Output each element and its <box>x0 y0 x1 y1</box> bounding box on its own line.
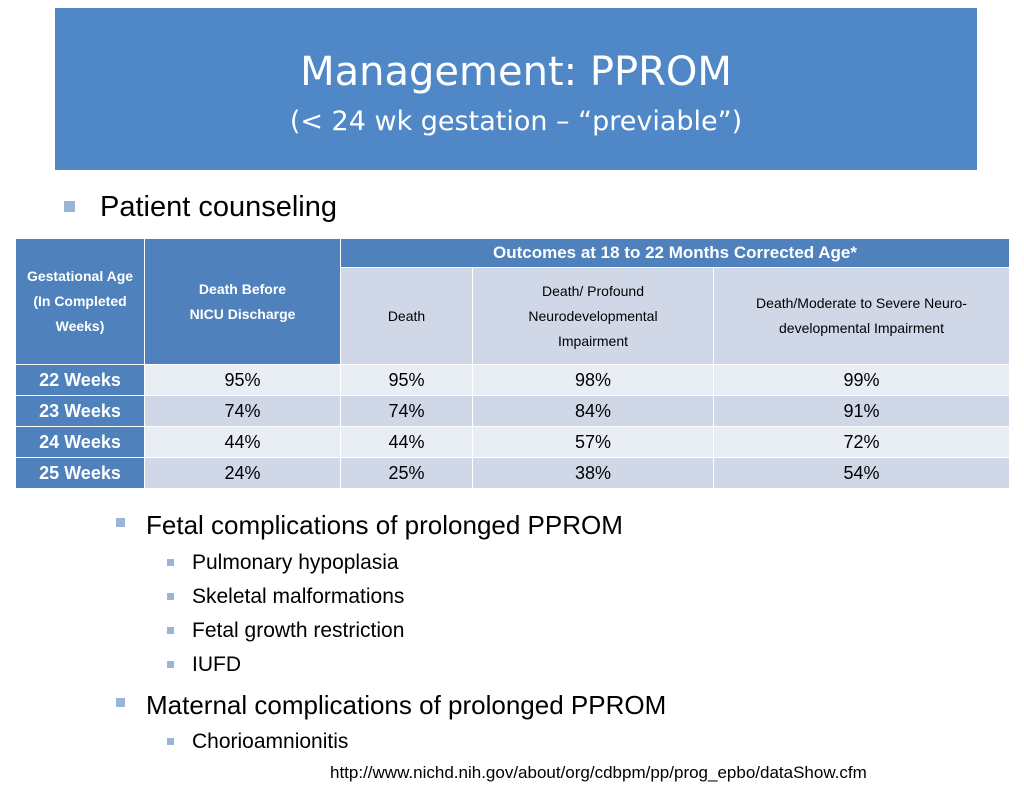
header-gest-line: (In Completed <box>33 293 127 309</box>
table-row: 25 Weeks 24% 25% 38% 54% <box>15 457 1010 489</box>
sub-bullet-item: Fetal growth restriction <box>192 619 405 642</box>
bullet-square-icon <box>167 738 174 745</box>
table-cell: 98% <box>472 364 714 396</box>
source-url: http://www.nichd.nih.gov/about/org/cdbpm… <box>330 763 867 782</box>
header-death-before-line: Death Before <box>198 280 287 297</box>
row-label: 24 Weeks <box>15 426 145 458</box>
bullet-square-icon <box>167 559 174 566</box>
table-cell: 44% <box>144 426 341 458</box>
header-outcomes: Outcomes at 18 to 22 Months Corrected Ag… <box>340 238 1010 268</box>
table-cell: 57% <box>472 426 714 458</box>
sub-bullet-item: Pulmonary hypoplasia <box>192 551 399 574</box>
subheader-moderate-line: developmental Impairment <box>779 320 944 336</box>
subheader-moderate-line: Death/Moderate to Severe Neuro- <box>756 295 967 311</box>
bullet-square-icon <box>116 698 125 707</box>
table-cell: 99% <box>713 364 1010 396</box>
bullet-square-icon <box>167 593 174 600</box>
table-cell: 84% <box>472 395 714 427</box>
table-row: 23 Weeks 74% 74% 84% 91% <box>15 395 1010 427</box>
subheader-profound-line: Impairment <box>557 332 629 349</box>
table-cell: 24% <box>144 457 341 489</box>
header-death-before-line: NICU Discharge <box>189 305 296 322</box>
bullet-patient-counseling: Patient counseling <box>100 191 337 223</box>
subheader-death: Death <box>340 267 473 365</box>
subheader-profound-line: Death/ Profound <box>542 282 644 299</box>
table-row: 22 Weeks 95% 95% 98% 99% <box>15 364 1010 396</box>
sub-bullet-item: Chorioamnionitis <box>192 730 349 753</box>
bullet-fetal-complications: Fetal complications of prolonged PPROM <box>146 510 623 540</box>
table-cell: 44% <box>340 426 473 458</box>
table-cell: 74% <box>340 395 473 427</box>
subheader-profound-impairment: Death/ Profound Neurodevelopmental Impai… <box>472 267 714 365</box>
title-banner: Management: PPROM (< 24 wk gestation – “… <box>55 8 977 170</box>
slide-title: Management: PPROM <box>300 49 732 95</box>
table-cell: 54% <box>713 457 1010 489</box>
header-gest-line: Weeks) <box>55 318 105 334</box>
header-gest-line: Gestational Age <box>26 268 134 284</box>
header-death-before-discharge: Death Before NICU Discharge <box>144 238 341 365</box>
table-cell: 91% <box>713 395 1010 427</box>
sub-bullet-item: IUFD <box>192 653 241 676</box>
bullet-square-icon <box>64 201 75 212</box>
bullet-square-icon <box>167 627 174 634</box>
bullet-square-icon <box>116 518 125 527</box>
subheader-profound-line: Neurodevelopmental <box>528 307 658 324</box>
table-cell: 38% <box>472 457 714 489</box>
table-cell: 72% <box>713 426 1010 458</box>
header-gestational-age: Gestational Age (In Completed Weeks) <box>15 238 145 365</box>
table-row: 24 Weeks 44% 44% 57% 72% <box>15 426 1010 458</box>
outcomes-table: Gestational Age (In Completed Weeks) Dea… <box>15 238 1010 489</box>
table-cell: 95% <box>340 364 473 396</box>
row-label: 22 Weeks <box>15 364 145 396</box>
table-cell: 74% <box>144 395 341 427</box>
subheader-moderate-impairment: Death/Moderate to Severe Neuro- developm… <box>713 267 1010 365</box>
row-label: 25 Weeks <box>15 457 145 489</box>
bullet-square-icon <box>167 661 174 668</box>
table-cell: 25% <box>340 457 473 489</box>
row-label: 23 Weeks <box>15 395 145 427</box>
bullet-maternal-complications: Maternal complications of prolonged PPRO… <box>146 690 667 720</box>
slide-subtitle: (< 24 wk gestation – “previable”) <box>289 106 743 137</box>
sub-bullet-item: Skeletal malformations <box>192 585 405 608</box>
table-cell: 95% <box>144 364 341 396</box>
